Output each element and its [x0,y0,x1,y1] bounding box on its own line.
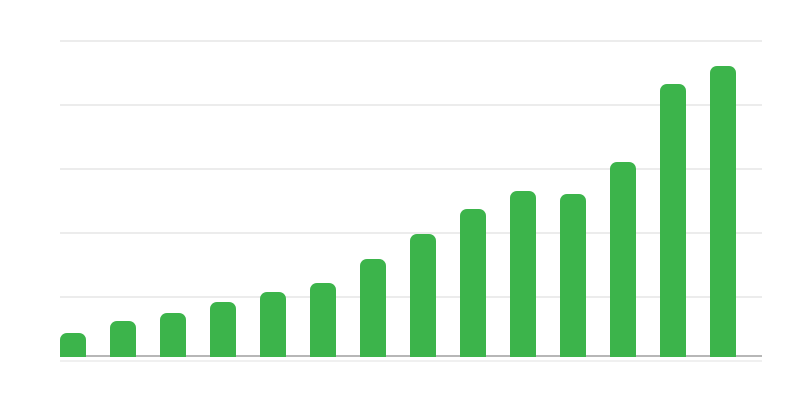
bar [510,190,536,357]
gridline [60,103,762,106]
bar [610,162,636,357]
bar [410,233,436,357]
bar [460,209,486,357]
gridline [60,167,762,170]
bar [360,258,386,357]
gridline [60,39,762,42]
bar [160,313,186,357]
gridline [60,231,762,234]
bar [310,283,336,357]
bar [660,83,686,357]
bar [710,66,736,357]
bar [560,194,586,357]
bar [110,321,136,357]
baseline-gridline [60,359,762,362]
bar [60,332,86,357]
bar [210,302,236,357]
bar [260,292,286,357]
